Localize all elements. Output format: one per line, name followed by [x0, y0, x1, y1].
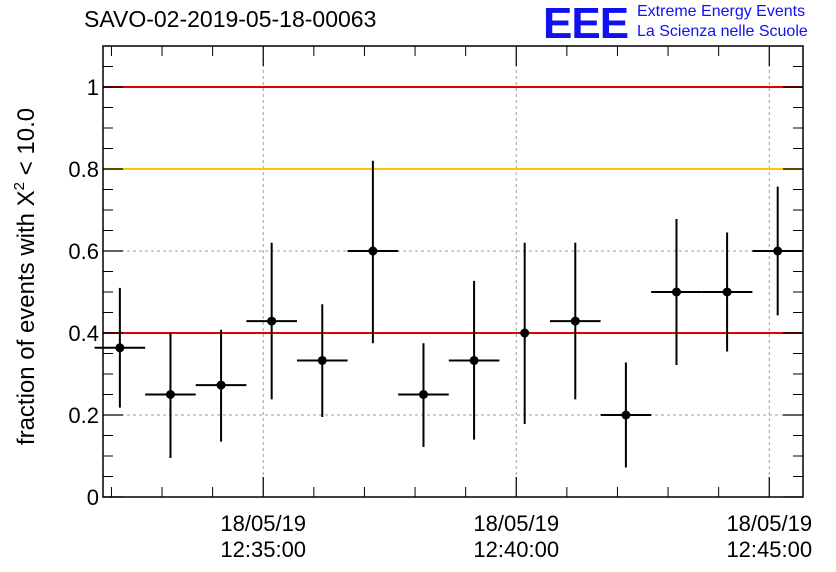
x-tick-label-date: 18/05/19	[473, 511, 559, 536]
y-axis-label: fraction of events with X2 < 10.0	[11, 108, 40, 445]
chart-title: SAVO-02-2019-05-18-00063	[84, 6, 377, 32]
eee-logo: EEE	[543, 2, 638, 46]
data-point	[317, 355, 327, 365]
data-point-group	[398, 343, 449, 447]
data-point	[520, 328, 530, 338]
data-point	[570, 316, 580, 326]
data-point-group	[145, 333, 196, 459]
data-point-group	[448, 280, 500, 440]
data-point-group	[246, 242, 297, 400]
logo-mark: EEE	[543, 0, 629, 48]
data-point-group	[520, 242, 530, 425]
data-point-group	[549, 242, 601, 400]
x-tick-label-time: 12:40:00	[473, 537, 559, 562]
grid	[103, 46, 803, 497]
y-tick-label: 0.4	[68, 321, 99, 346]
data-point-group	[651, 219, 702, 365]
axis-labels: 00.20.40.60.8118/05/1912:35:0018/05/1912…	[68, 75, 812, 562]
data-point	[216, 380, 226, 390]
logo-caption: Extreme Energy Events La Scienza nelle S…	[637, 2, 808, 42]
data-point-group	[195, 329, 247, 442]
data-point	[115, 343, 125, 353]
data-point	[773, 246, 783, 256]
data-point-group	[94, 287, 146, 408]
x-tick-label-time: 12:35:00	[220, 537, 306, 562]
data-point-group	[347, 160, 399, 344]
logo-line-2: La Scienza nelle Scuole	[637, 23, 808, 40]
data-point	[722, 287, 732, 297]
y-axis-label-superscript: 2	[11, 182, 28, 190]
y-tick-label: 0.8	[68, 157, 99, 182]
data-point	[368, 246, 378, 256]
y-tick-label: 0	[87, 485, 99, 510]
data-point	[621, 410, 631, 420]
data-point-group	[701, 232, 753, 352]
data-point	[418, 390, 428, 399]
logo-line-1: Extreme Energy Events	[637, 3, 806, 20]
y-axis-label-threshold: < 10.0	[13, 108, 40, 182]
x-tick-label-time: 12:45:00	[726, 537, 812, 562]
y-tick-label: 1	[87, 75, 99, 100]
data-point	[165, 390, 175, 399]
data-point	[469, 355, 479, 365]
y-tick-label: 0.2	[68, 403, 99, 428]
y-axis-label-text: fraction of events with X	[13, 190, 40, 445]
reference-lines	[103, 86, 803, 334]
data-point	[671, 287, 681, 297]
x-tick-label-date: 18/05/19	[220, 511, 306, 536]
axis-ticks	[103, 45, 803, 498]
data-point-group	[296, 304, 348, 418]
data-point	[267, 316, 277, 326]
y-tick-label: 0.6	[68, 239, 99, 264]
data-point-group	[600, 362, 652, 468]
data-points	[94, 160, 803, 468]
plot-frame	[102, 45, 804, 498]
x-tick-label-date: 18/05/19	[726, 511, 812, 536]
